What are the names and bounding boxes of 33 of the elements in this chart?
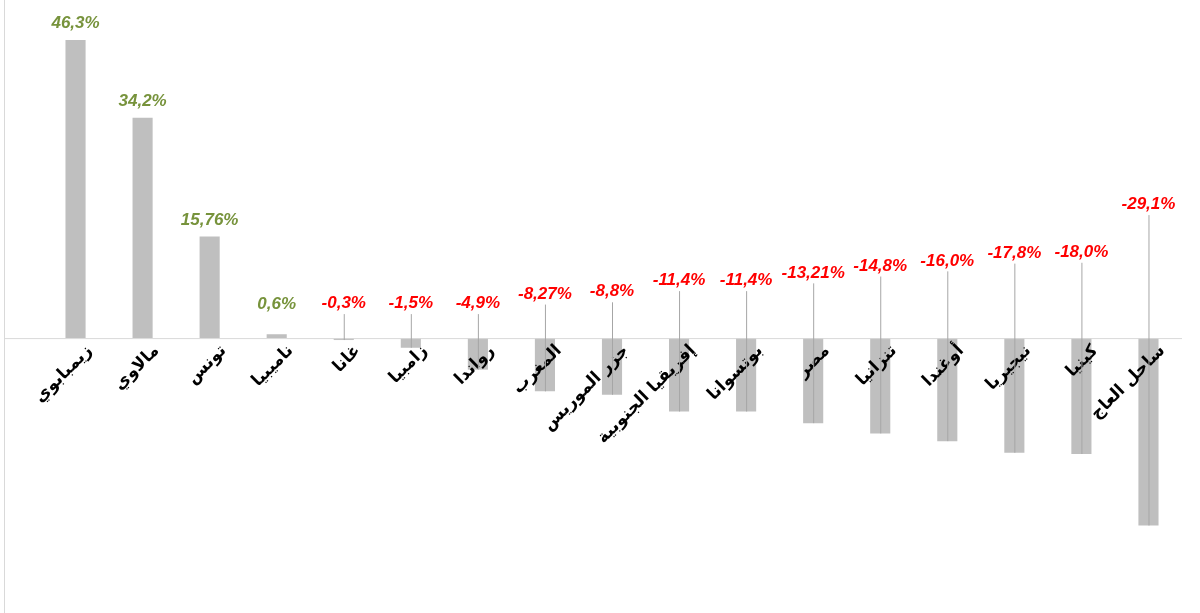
bar (132, 117, 153, 339)
data-label: -29,1% (1121, 194, 1176, 214)
x-tick-label: مالاوي (109, 339, 164, 395)
data-label: 0,6% (257, 294, 297, 314)
x-tick-label: تنزانيا (851, 339, 901, 390)
data-label: -11,4% (652, 270, 706, 290)
x-tick-label: أوغندا (916, 339, 968, 391)
x-tick-label: زامبيا (383, 339, 431, 387)
data-label: -0,3% (321, 293, 366, 313)
bar (199, 236, 220, 339)
bar (65, 39, 86, 339)
data-label: -1,5% (388, 293, 434, 313)
data-label: -4,9% (455, 293, 501, 313)
data-label: -11,4% (719, 270, 773, 290)
data-label: -14,8% (853, 255, 908, 275)
data-label: -8,27% (518, 283, 572, 303)
data-label: -16,0% (920, 250, 975, 270)
data-label: 15,76% (180, 209, 239, 229)
data-label: 34,2% (118, 91, 167, 111)
x-tick-label: تونس (181, 339, 231, 389)
data-label: -17,8% (987, 242, 1042, 262)
x-tick-label: كينيا (1061, 339, 1102, 381)
x-tick-label: زيمبابوي (29, 339, 97, 407)
x-tick-label: رواندا (449, 339, 499, 389)
data-label: -18,0% (1054, 241, 1109, 261)
x-tick-label: نيجيريا (980, 339, 1036, 395)
x-tick-label: ناميبيا (246, 339, 297, 390)
bar (266, 334, 287, 339)
data-label: 46,3% (50, 13, 100, 33)
x-tick-label: مصر (791, 339, 834, 383)
data-label: -8,8% (589, 281, 635, 301)
x-tick-label: بوتسوانا (702, 339, 767, 405)
data-label: -13,21% (781, 262, 845, 282)
